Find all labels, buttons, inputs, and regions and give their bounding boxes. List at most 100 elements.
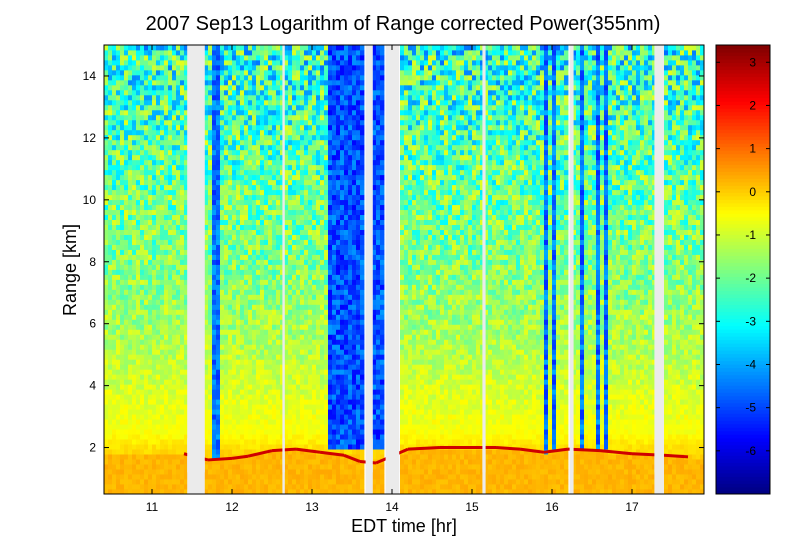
heatmap-cell [320, 334, 325, 340]
heatmap-cell [300, 309, 305, 315]
heatmap-cell [324, 239, 329, 245]
heatmap-cell [308, 79, 313, 86]
heatmap-cell [332, 109, 337, 116]
heatmap-cell [104, 294, 109, 300]
heatmap-cell [144, 304, 149, 310]
heatmap-cell [308, 179, 313, 186]
heatmap-cell [312, 479, 317, 485]
heatmap-cell [304, 294, 309, 300]
heatmap-cell [136, 244, 141, 250]
heatmap-cell [260, 324, 265, 330]
heatmap-cell [184, 184, 189, 191]
heatmap-cell [320, 339, 325, 345]
heatmap-cell [140, 134, 145, 141]
heatmap-cell [140, 269, 145, 275]
heatmap-cell [148, 424, 153, 430]
heatmap-cell [124, 469, 129, 475]
heatmap-cell [156, 464, 161, 470]
heatmap-cell [256, 324, 261, 330]
heatmap-cell [260, 134, 265, 141]
heatmap-cell [236, 419, 241, 425]
heatmap-cell [336, 154, 341, 161]
heatmap-cell [136, 199, 141, 206]
heatmap-cell [152, 449, 157, 455]
heatmap-cell [116, 324, 121, 330]
heatmap-cell [224, 119, 229, 126]
heatmap-cell [208, 339, 213, 345]
heatmap-cell [244, 379, 249, 385]
heatmap-cell [144, 124, 149, 131]
heatmap-cell [144, 219, 149, 225]
heatmap-cell [132, 444, 137, 450]
heatmap-cell [240, 464, 245, 470]
heatmap-cell [260, 439, 265, 445]
heatmap-cell [312, 364, 317, 370]
heatmap-cell [184, 429, 189, 435]
heatmap-cell [268, 414, 273, 420]
heatmap-cell [260, 459, 265, 465]
heatmap-cell [304, 249, 309, 255]
heatmap-cell [216, 179, 221, 186]
heatmap-cell [176, 184, 181, 191]
heatmap-cell [108, 139, 113, 146]
heatmap-cell [320, 94, 325, 101]
heatmap-cell [236, 474, 241, 480]
heatmap-cell [112, 354, 117, 360]
heatmap-cell [272, 309, 277, 315]
heatmap-cell [272, 434, 277, 440]
heatmap-cell [172, 204, 177, 211]
heatmap-cell [264, 89, 269, 96]
heatmap-cell [284, 45, 289, 51]
heatmap-cell [328, 479, 333, 485]
heatmap-cell [140, 489, 145, 495]
heatmap-cell [204, 204, 209, 211]
heatmap-cell [332, 249, 337, 255]
heatmap-cell [104, 269, 109, 275]
heatmap-cell [112, 219, 117, 225]
heatmap-cell [336, 169, 341, 176]
heatmap-cell [244, 69, 249, 76]
heatmap-cell [220, 54, 225, 61]
heatmap-cell [124, 399, 129, 405]
heatmap-cell [208, 45, 213, 51]
heatmap-cell [340, 349, 345, 355]
heatmap-cell [180, 324, 185, 330]
heatmap-cell [116, 54, 121, 61]
heatmap-cell [212, 79, 217, 86]
heatmap-cell [304, 459, 309, 465]
heatmap-cell [136, 139, 141, 146]
heatmap-cell [120, 104, 125, 111]
heatmap-cell [104, 154, 109, 161]
heatmap-cell [272, 479, 277, 485]
heatmap-cell [324, 354, 329, 360]
heatmap-cell [336, 284, 341, 290]
heatmap-cell [268, 394, 273, 400]
heatmap-cell [116, 464, 121, 470]
heatmap-cell [268, 489, 273, 495]
heatmap-cell [256, 444, 261, 450]
heatmap-cell [208, 179, 213, 186]
heatmap-cell [304, 439, 309, 445]
heatmap-cell [136, 459, 141, 465]
heatmap-cell [304, 284, 309, 290]
heatmap-cell [156, 334, 161, 340]
heatmap-cell [260, 369, 265, 375]
heatmap-cell [304, 359, 309, 365]
heatmap-cell [304, 264, 309, 270]
heatmap-cell [140, 249, 145, 255]
heatmap-cell [332, 244, 337, 250]
heatmap-cell [212, 164, 217, 171]
heatmap-cell [328, 419, 333, 425]
heatmap-cell [176, 179, 181, 186]
heatmap-cell [320, 294, 325, 300]
heatmap-cell [328, 364, 333, 370]
heatmap-cell [308, 454, 313, 460]
heatmap-cell [232, 439, 237, 445]
heatmap-cell [248, 489, 253, 495]
heatmap-cell [260, 269, 265, 275]
heatmap-cell [336, 454, 341, 460]
heatmap-cell [240, 74, 245, 81]
heatmap-cell [204, 159, 209, 166]
heatmap-cell [284, 419, 289, 425]
heatmap-cell [292, 269, 297, 275]
